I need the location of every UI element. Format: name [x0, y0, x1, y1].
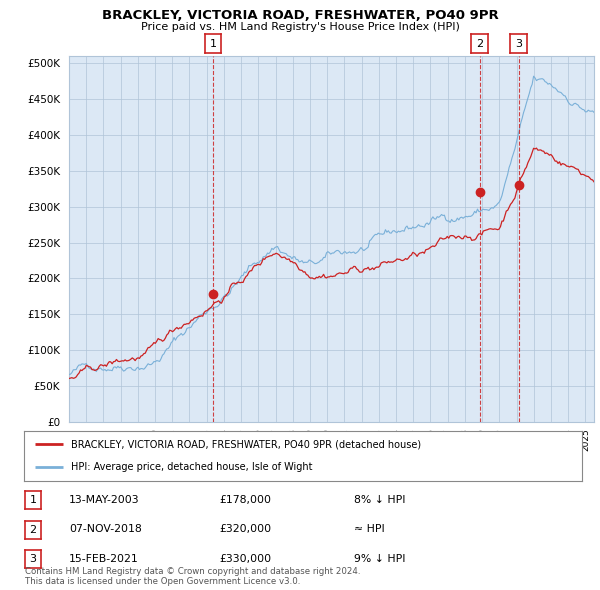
Text: £178,000: £178,000	[219, 495, 271, 504]
Text: 2: 2	[476, 39, 483, 48]
Text: HPI: Average price, detached house, Isle of Wight: HPI: Average price, detached house, Isle…	[71, 463, 313, 473]
Text: ≈ HPI: ≈ HPI	[354, 525, 385, 534]
Text: Price paid vs. HM Land Registry's House Price Index (HPI): Price paid vs. HM Land Registry's House …	[140, 22, 460, 32]
Text: Contains HM Land Registry data © Crown copyright and database right 2024.
This d: Contains HM Land Registry data © Crown c…	[25, 567, 361, 586]
Text: 8% ↓ HPI: 8% ↓ HPI	[354, 495, 406, 504]
Text: 15-FEB-2021: 15-FEB-2021	[69, 554, 139, 563]
Text: £320,000: £320,000	[219, 525, 271, 534]
Text: 07-NOV-2018: 07-NOV-2018	[69, 525, 142, 534]
Text: 13-MAY-2003: 13-MAY-2003	[69, 495, 140, 504]
Text: BRACKLEY, VICTORIA ROAD, FRESHWATER, PO40 9PR (detached house): BRACKLEY, VICTORIA ROAD, FRESHWATER, PO4…	[71, 439, 422, 449]
Text: £330,000: £330,000	[219, 554, 271, 563]
Text: 1: 1	[29, 496, 37, 505]
Text: 9% ↓ HPI: 9% ↓ HPI	[354, 554, 406, 563]
Text: 3: 3	[515, 39, 522, 48]
Text: 1: 1	[209, 39, 217, 48]
Text: 2: 2	[29, 525, 37, 535]
Text: 3: 3	[29, 555, 37, 564]
Text: BRACKLEY, VICTORIA ROAD, FRESHWATER, PO40 9PR: BRACKLEY, VICTORIA ROAD, FRESHWATER, PO4…	[101, 9, 499, 22]
